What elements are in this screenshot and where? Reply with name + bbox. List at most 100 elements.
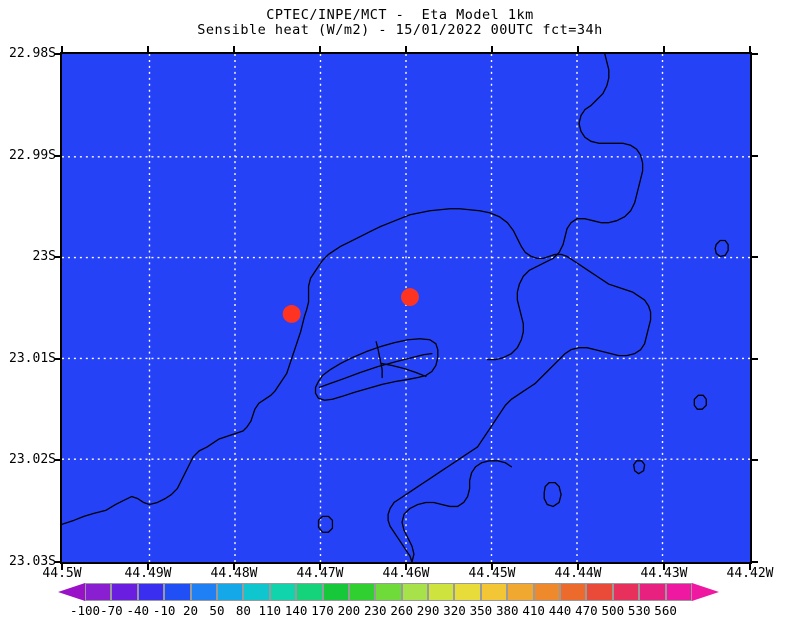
colorbar-swatch xyxy=(269,583,297,601)
station-marker-1[interactable] xyxy=(282,305,301,323)
chart-title-line-2: Sensible heat (W/m2) - 15/01/2022 00UTC … xyxy=(197,22,603,38)
island-east-1 xyxy=(714,239,729,258)
x-axis-tick xyxy=(233,564,235,570)
map-gridlines xyxy=(62,54,750,562)
colorbar-tick-label: 290 xyxy=(416,603,440,618)
x-axis-tick xyxy=(61,564,63,570)
island-south-1 xyxy=(543,481,562,508)
colorbar-tick-label: 200 xyxy=(337,603,361,618)
colorbar-swatch xyxy=(348,583,376,601)
colorbar-swatch xyxy=(137,583,165,601)
colorbar-tick-label: 320 xyxy=(443,603,466,618)
colorbar-tick-label: 470 xyxy=(575,603,598,618)
colorbar-swatch xyxy=(586,583,613,601)
x-axis-tick xyxy=(749,564,751,570)
y-axis-tick xyxy=(54,53,60,55)
colorbar-swatch xyxy=(111,583,138,601)
map-plot-area xyxy=(60,52,752,564)
colorbar-tick-label: -40 xyxy=(126,603,150,618)
colorbar-tick-label: 530 xyxy=(627,603,651,618)
y-axis-labels: 22.98S 22.99S 23S 23.01S 23.02S 23.03S xyxy=(0,0,58,618)
y-axis-tick xyxy=(54,154,60,157)
chart-title-block: CPTEC/INPE/MCT - Eta Model 1km Sensible … xyxy=(0,8,800,38)
coastline-north xyxy=(486,54,644,361)
colorbar-swatch xyxy=(216,583,244,601)
coastline-bay-east xyxy=(401,460,513,562)
y-axis-tick-label: 23S xyxy=(32,249,56,265)
y-axis-tick xyxy=(54,459,60,462)
colorbar-swatch xyxy=(639,583,666,601)
x-axis-tick-label: 44.44W xyxy=(554,566,602,581)
x-axis-tick xyxy=(749,46,751,52)
airport-runway-strip-3 xyxy=(381,362,427,378)
colorbar-over-arrow xyxy=(692,583,719,601)
colorbar-swatch xyxy=(560,583,587,601)
x-axis-tick xyxy=(319,46,321,52)
y-axis-tick xyxy=(752,256,758,259)
colorbar-swatch xyxy=(480,583,508,601)
colorbar-swatch xyxy=(401,583,429,601)
y-axis-tick-label: 23.02S xyxy=(9,452,56,468)
y-axis-tick xyxy=(752,154,758,157)
x-axis-tick xyxy=(61,46,63,52)
x-axis-tick xyxy=(147,564,149,570)
colorbar-under-arrow xyxy=(58,583,85,601)
x-axis-tick-label: 44.48W xyxy=(210,566,258,581)
colorbar-tick-label: 140 xyxy=(284,603,308,618)
colorbar-swatch xyxy=(665,583,692,601)
colorbar-swatch xyxy=(243,583,270,601)
x-axis-tick-label: 44.47W xyxy=(296,566,344,581)
y-axis-tick-label: 22.98S xyxy=(9,46,56,61)
station-marker-2[interactable] xyxy=(401,288,419,307)
colorbar-tick-label: -100 xyxy=(69,603,101,618)
y-axis-tick xyxy=(54,357,60,360)
island-south-2 xyxy=(317,515,334,533)
x-axis-tick-label: 44.42W xyxy=(726,566,774,581)
y-axis-tick-label: 22.99S xyxy=(9,147,56,163)
colorbar-tick-label: -70 xyxy=(100,603,123,618)
colorbar-swatch xyxy=(428,583,455,601)
chart-title-line-1: CPTEC/INPE/MCT - Eta Model 1km xyxy=(266,7,534,23)
y-axis-tick xyxy=(752,561,758,563)
coastline-mainland-west xyxy=(62,208,652,562)
y-axis-tick-label: 23.03S xyxy=(9,554,56,569)
colorbar-tick-label: 110 xyxy=(258,603,282,618)
island-east-3 xyxy=(633,460,646,475)
colorbar-tick-label: 350 xyxy=(469,603,493,618)
x-axis-tick xyxy=(577,564,579,570)
colorbar-swatch xyxy=(164,583,191,601)
x-axis-tick xyxy=(491,564,493,570)
colorbar-swatch xyxy=(190,583,217,601)
colorbar-tick-label: 230 xyxy=(364,603,387,618)
x-axis-tick-label: 44.49W xyxy=(124,566,172,581)
colorbar-tick-label: 20 xyxy=(183,603,199,618)
colorbar-swatch xyxy=(375,583,402,601)
x-axis-tick xyxy=(405,46,407,52)
colorbar-swatch xyxy=(296,583,323,601)
colorbar: -100 -70 -40 -10 20 50 80 110 140 170 200 230 260 290… xyxy=(0,582,800,618)
y-axis-tick xyxy=(752,459,758,462)
colorbar-tick-label: 560 xyxy=(654,603,677,618)
colorbar-tick-label: 50 xyxy=(209,603,225,618)
x-axis-tick xyxy=(577,46,579,52)
colorbar-tick-label: -10 xyxy=(152,603,176,618)
y-axis-tick-label: 23.01S xyxy=(9,350,56,366)
colorbar-swatch xyxy=(533,583,561,601)
colorbar-tick-label: 170 xyxy=(311,603,334,618)
y-axis-tick xyxy=(752,357,758,360)
colorbar-tick-label: 80 xyxy=(235,603,251,618)
y-axis-tick xyxy=(54,561,60,563)
x-axis-tick xyxy=(405,564,407,570)
x-axis-tick xyxy=(147,46,149,52)
airport-runway-strip-2 xyxy=(375,341,383,379)
colorbar-tick-label: 440 xyxy=(548,603,572,618)
colorbar-tick-label: 380 xyxy=(495,603,519,618)
x-axis-tick xyxy=(233,46,235,52)
colorbar-tick-label: 500 xyxy=(601,603,625,618)
colorbar-swatch xyxy=(85,583,112,601)
x-axis-tick-label: 44.5W xyxy=(42,566,82,581)
y-axis-tick xyxy=(54,256,60,259)
x-axis-tick xyxy=(663,46,665,52)
x-axis-tick-label: 44.43W xyxy=(640,566,688,581)
